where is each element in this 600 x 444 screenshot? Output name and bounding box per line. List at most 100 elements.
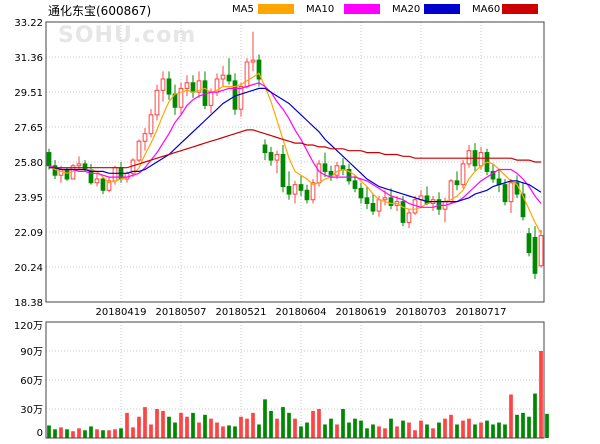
candle-up xyxy=(508,182,514,203)
volume-bar xyxy=(437,422,441,438)
candle-down xyxy=(490,170,496,180)
volume-bar xyxy=(383,428,387,438)
volume-bar xyxy=(317,409,321,438)
volume-bar xyxy=(371,424,375,438)
legend-label-ma20: MA20 xyxy=(392,4,420,15)
volume-bar xyxy=(137,416,141,438)
legend-label-ma5: MA5 xyxy=(232,4,254,15)
volume-bar xyxy=(413,430,417,438)
candle-down xyxy=(298,184,304,191)
legend: MA5 MA10 MA20 MA60 xyxy=(232,4,538,15)
candle-down xyxy=(454,180,460,186)
candle-down xyxy=(262,144,268,154)
ma-line-ma60 xyxy=(49,129,541,169)
volume-bar xyxy=(59,427,63,438)
volume-tick-label: 30万 xyxy=(20,405,43,416)
volume-bar xyxy=(419,420,423,438)
moving-average-lines xyxy=(48,72,542,234)
volume-bar xyxy=(173,422,177,438)
candle-up xyxy=(538,235,544,267)
volume-bar xyxy=(191,412,195,438)
candle-down xyxy=(520,193,526,218)
candle-down xyxy=(166,78,172,95)
candle-down xyxy=(304,189,310,201)
price-tick-label: 22.09 xyxy=(14,228,43,239)
candle-down xyxy=(82,163,88,171)
candle-down xyxy=(64,169,70,180)
volume-bar xyxy=(443,418,447,438)
legend-swatch-ma5 xyxy=(258,4,294,14)
candle-up xyxy=(274,153,280,161)
legend-label-ma60: MA60 xyxy=(472,4,500,15)
volume-bar xyxy=(377,426,381,438)
volume-bar xyxy=(473,424,477,438)
candle-up xyxy=(220,74,226,80)
volume-bar xyxy=(299,426,303,438)
legend-swatch-ma20 xyxy=(424,4,460,14)
candle-down xyxy=(256,59,262,80)
chart-title: 通化东宝(600867) xyxy=(48,4,151,18)
price-panel-frame xyxy=(45,21,545,303)
volume-tick-label: 0 xyxy=(37,428,43,439)
volume-bar xyxy=(455,424,459,438)
volume-bar xyxy=(125,412,129,438)
candle-down xyxy=(328,170,334,176)
candle-up xyxy=(382,197,388,201)
candle-down xyxy=(100,178,106,191)
candle-up xyxy=(250,59,256,63)
candle-down xyxy=(502,184,508,203)
volume-bar xyxy=(185,416,189,438)
volume-bar xyxy=(359,420,363,438)
price-tick-label: 25.80 xyxy=(14,158,43,169)
candle-up xyxy=(316,163,322,184)
price-tick-label: 31.36 xyxy=(14,53,43,64)
volume-bar xyxy=(155,409,159,438)
volume-bar xyxy=(305,422,309,438)
date-axis: 20180419 20180507 20180521 20180604 20180619… xyxy=(96,307,507,318)
volume-bar xyxy=(167,416,171,438)
volume-bar xyxy=(395,426,399,438)
legend-label-ma10: MA10 xyxy=(306,4,334,15)
date-tick-label: 20180419 xyxy=(96,307,147,318)
volume-bar xyxy=(329,418,333,438)
volume-tick-label: 60万 xyxy=(20,376,43,387)
candle-up xyxy=(460,163,466,186)
candle-down xyxy=(424,195,430,205)
candle-down xyxy=(370,203,376,212)
volume-bar xyxy=(485,420,489,438)
candle-down xyxy=(532,236,538,274)
date-tick-label: 20180703 xyxy=(396,307,447,318)
volume-bar xyxy=(107,430,111,438)
volume-tick-label: 120万 xyxy=(14,321,43,332)
candlestick-series xyxy=(46,31,544,279)
candle-down xyxy=(46,152,52,167)
volume-bar xyxy=(449,414,453,438)
candle-up xyxy=(238,86,244,110)
volume-bar xyxy=(143,407,147,438)
volume-bar xyxy=(95,429,99,438)
candle-up xyxy=(208,91,214,106)
volume-bar xyxy=(335,424,339,438)
candle-up xyxy=(406,212,412,223)
price-axis: 33.22 31.36 29.51 27.65 25.80 23.95 22.09 20.24… xyxy=(14,18,43,309)
price-tick-label: 23.95 xyxy=(14,193,43,204)
candle-up xyxy=(178,87,184,108)
candle-up xyxy=(94,178,100,184)
price-tick-label: 18.38 xyxy=(14,298,43,309)
volume-bar xyxy=(323,424,327,438)
candle-down xyxy=(388,197,394,206)
candle-up xyxy=(142,133,148,142)
ma-line-ma20 xyxy=(49,87,542,203)
legend-swatch-ma10 xyxy=(344,4,380,14)
candle-down xyxy=(190,82,196,93)
volume-bar xyxy=(275,418,279,438)
volume-bar xyxy=(251,412,255,438)
candle-down xyxy=(346,169,352,182)
candle-up xyxy=(106,180,112,191)
volume-bar xyxy=(131,427,135,438)
volume-bar xyxy=(227,425,231,438)
volume-bar xyxy=(47,425,51,438)
volume-bar xyxy=(233,426,237,438)
volume-bar xyxy=(503,424,507,438)
